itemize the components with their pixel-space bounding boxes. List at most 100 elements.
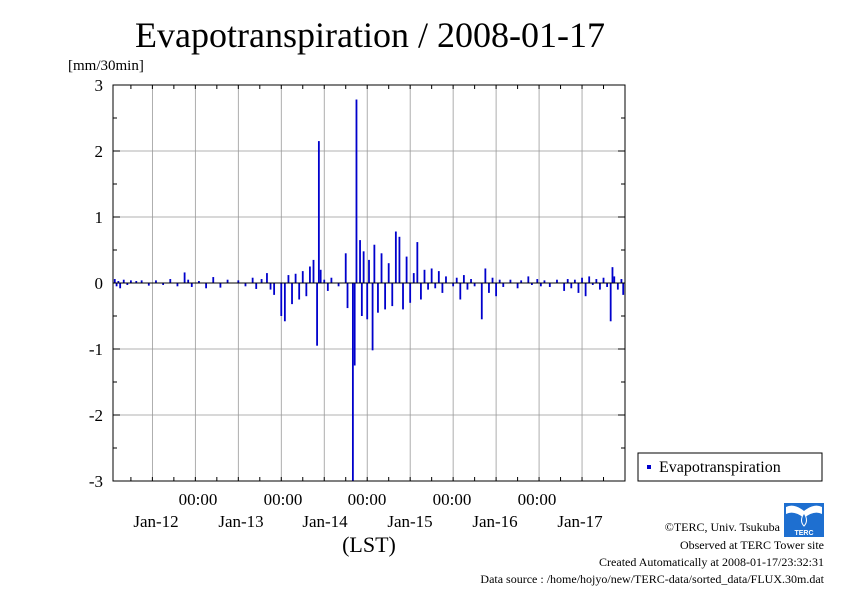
data-bar [602,277,605,283]
data-bar [412,273,415,283]
x-date-label: Jan-15 [387,512,432,531]
data-bar [620,279,623,283]
data-bar [423,269,426,283]
data-bar [470,279,472,283]
data-bar [502,283,505,287]
data-bar [588,276,591,283]
data-bar [434,283,437,289]
x-time-label: 00:00 [179,490,218,509]
x-date-label: Jan-16 [472,512,517,531]
data-bar [387,263,390,283]
data-bar [135,281,138,283]
data-bar [219,283,222,288]
data-bar [520,280,523,283]
x-time-label: 00:00 [264,490,303,509]
data-bar [581,277,583,283]
data-bar [495,283,498,297]
data-bar [484,268,487,283]
data-bar [351,283,354,481]
y-tick-label: 2 [95,142,104,161]
data-bar [398,236,401,283]
data-bar [244,283,247,287]
data-bar [212,277,215,283]
data-bar [416,242,419,283]
data-bar [287,275,290,283]
legend: Evapotranspiration [637,452,823,482]
data-bar [291,283,293,305]
x-date-label: Jan-12 [133,512,178,531]
data-bar [183,272,186,283]
data-bar [380,253,383,283]
data-bar [330,277,333,283]
data-bar [556,279,558,283]
data-bar [437,271,440,283]
data-bar [269,283,272,290]
y-axis-unit-label: [mm/30min] [68,58,144,74]
data-bar [140,280,143,283]
data-bar [198,281,200,283]
data-bar [371,283,374,351]
logo-drop-icon [801,512,807,527]
data-bar [113,279,116,283]
x-time-labels: 00:00 00:00 00:00 00:00 00:00 [179,490,557,509]
data-bar [316,283,318,346]
data-bar [187,279,190,283]
data-bar [359,240,361,283]
data-bar [427,283,429,290]
x-date-label: Jan-14 [302,512,348,531]
credit-created: Created Automatically at 2008-01-17/23:3… [599,555,824,569]
data-bar [294,273,297,283]
data-bar [384,283,387,310]
data-bar [273,283,276,295]
data-bar [162,283,165,285]
data-bar [491,277,494,283]
data-bar [584,283,587,297]
credit-site: Observed at TERC Tower site [680,538,824,552]
data-bar [622,283,625,295]
data-bar [251,277,254,283]
data-bar [190,283,193,287]
data-bar [536,279,539,283]
data-bar [169,279,172,283]
data-bar [337,283,340,287]
data-bar [473,283,476,287]
data-bar [531,283,533,285]
data-bar [516,283,519,289]
data-bar [430,268,433,283]
data-bar [613,276,616,283]
data-bar [527,276,530,283]
data-bar [309,266,311,283]
y-tick-labels: 3 2 1 0 -1 -2 -3 [89,76,103,491]
data-bars [113,99,625,481]
legend-swatch [647,465,651,469]
data-bar [405,256,408,283]
data-bar [346,283,349,309]
y-tick-label: 3 [95,76,104,95]
data-bar [409,283,412,303]
data-bar [155,280,157,283]
data-bar [323,279,326,283]
data-bar [539,283,542,287]
data-bar [566,279,569,283]
data-bar [368,259,370,283]
data-bar [176,283,179,287]
data-bar [548,283,551,287]
x-time-label: 00:00 [433,490,472,509]
logo-text: TERC [794,530,813,537]
data-bar [260,279,263,283]
data-bar [283,283,286,322]
data-bar [366,283,369,320]
data-bar [319,269,322,283]
data-bar [459,283,462,300]
data-bar [591,283,594,285]
data-bar [402,283,404,310]
legend-label: Evapotranspiration [659,459,781,476]
data-bar [377,283,379,313]
data-bar [445,276,447,283]
data-bar [455,277,458,283]
data-bar [255,283,258,289]
y-tick-label: -3 [89,472,103,491]
plot-frame [112,84,626,482]
credits: ©TERC, Univ. Tsukuba Observed at TERC To… [480,520,824,586]
